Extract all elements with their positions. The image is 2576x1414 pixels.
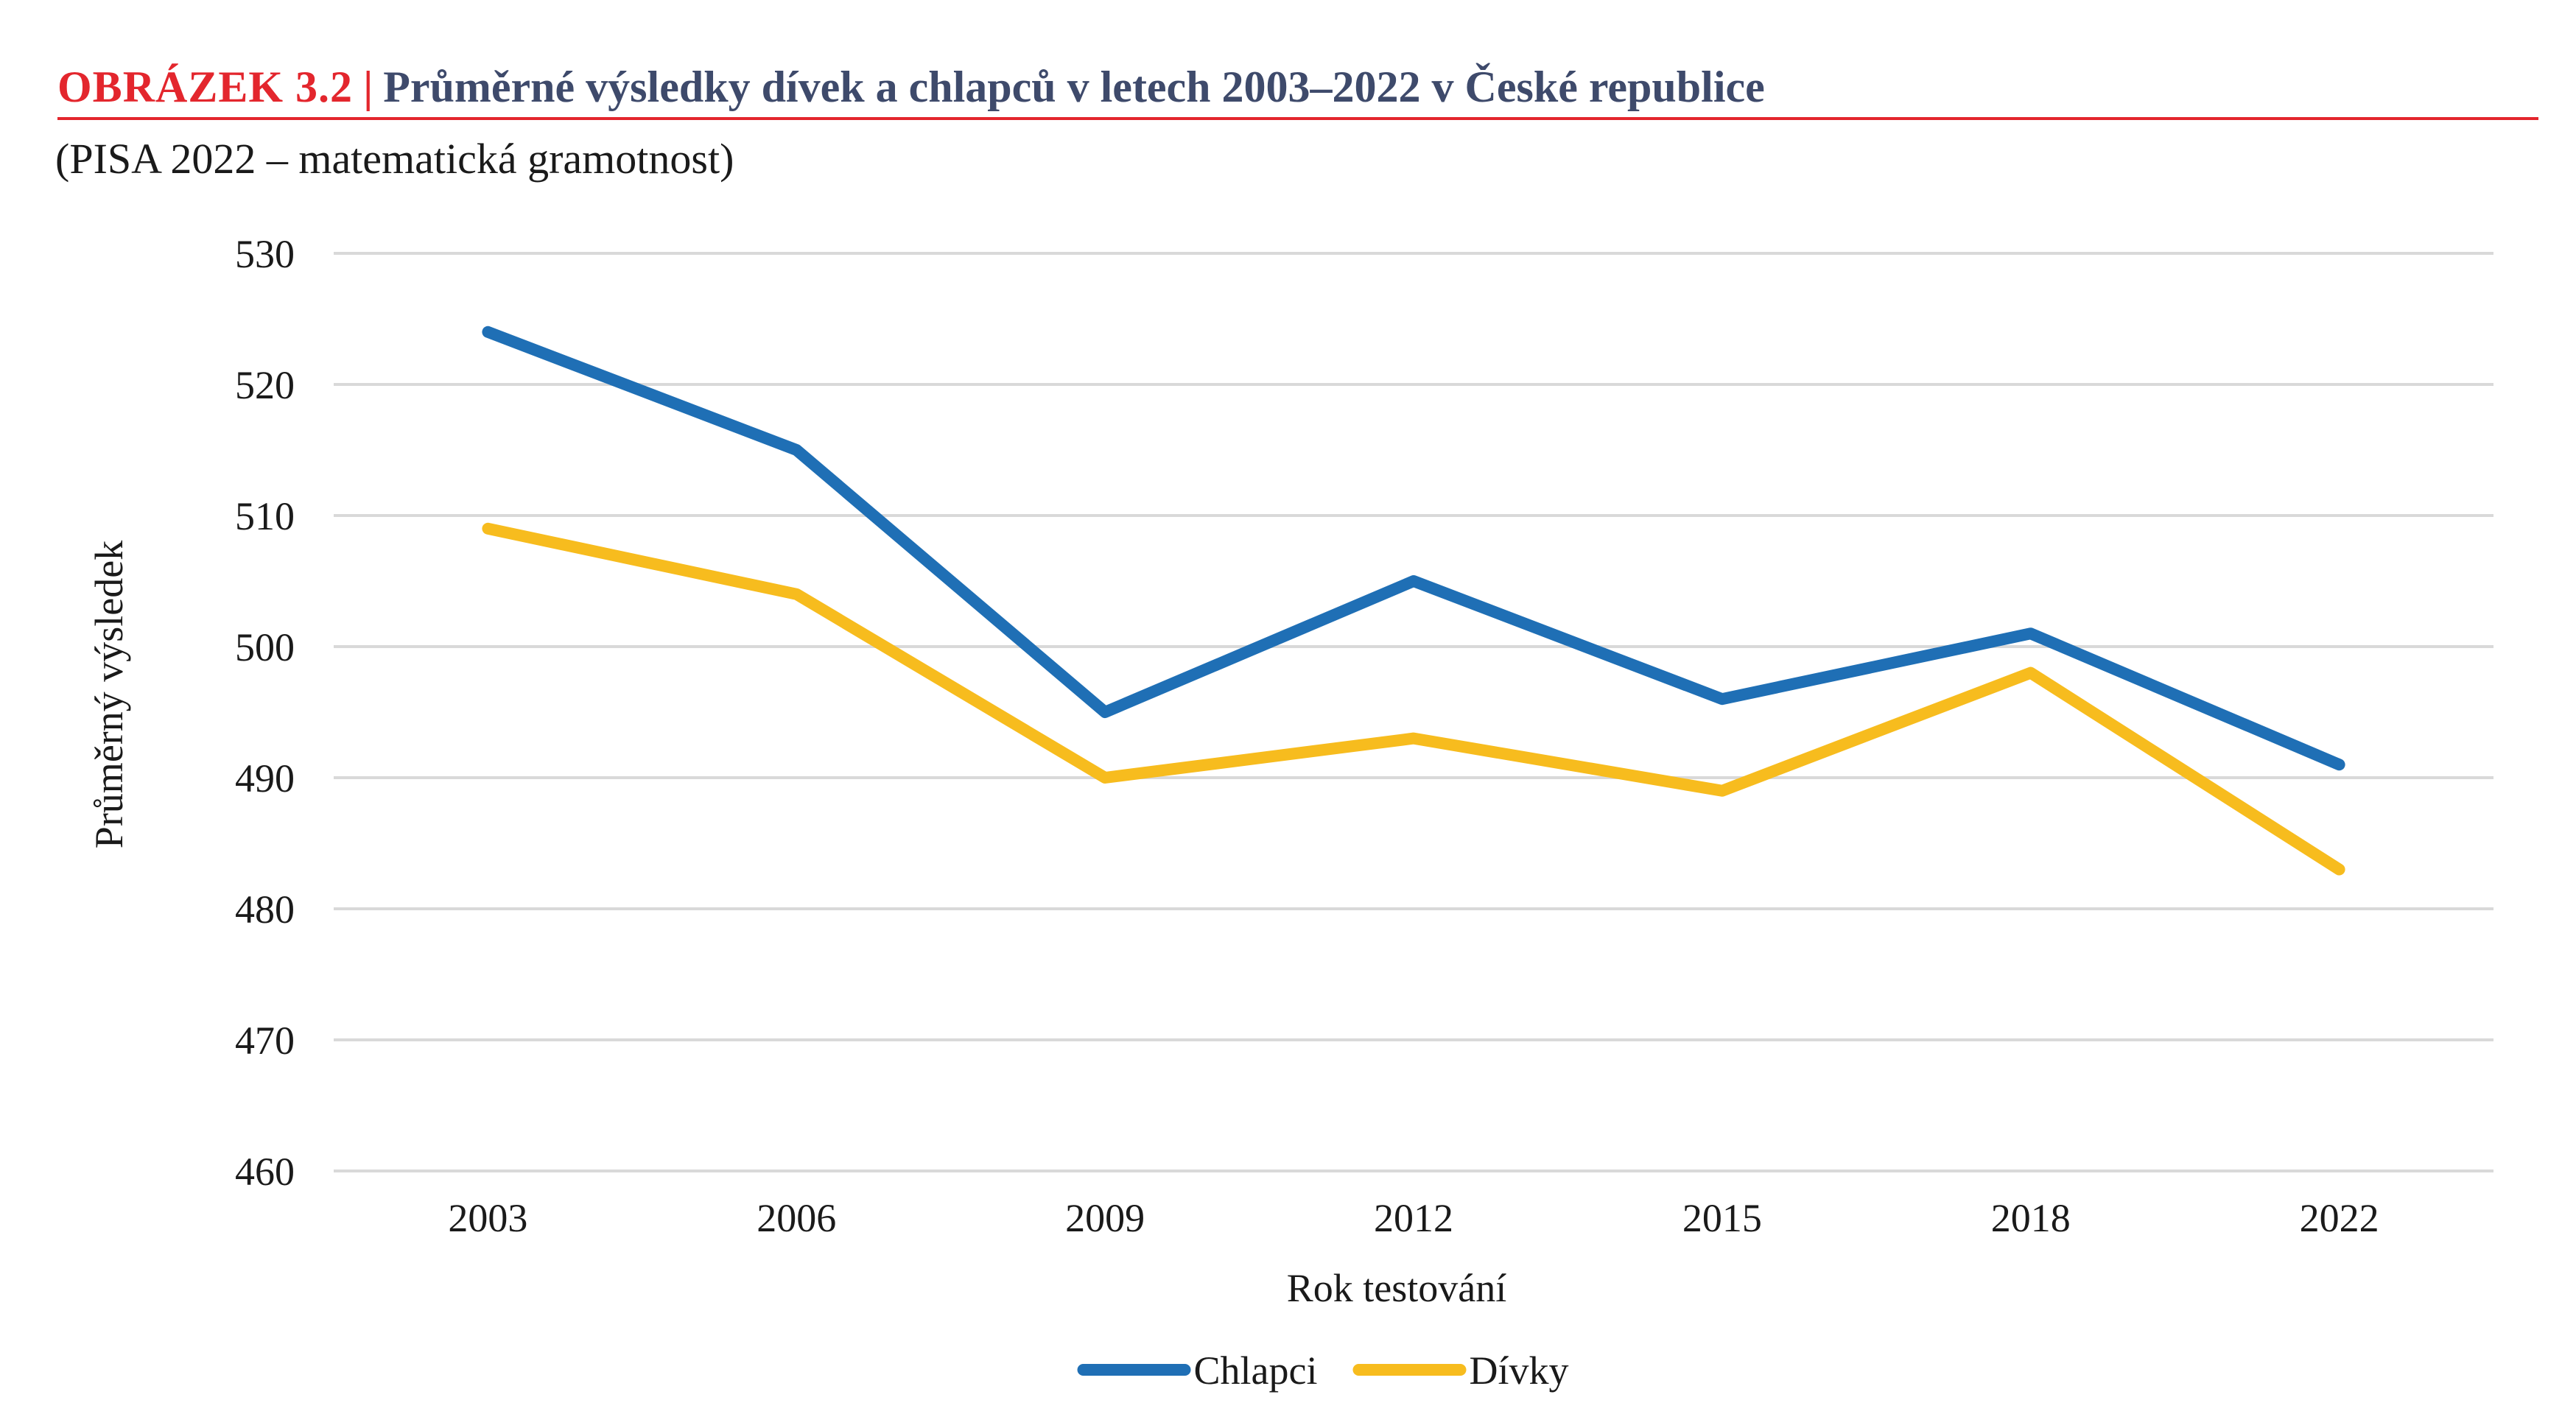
x-tick-label: 2003 xyxy=(448,1196,527,1240)
x-tick-label: 2018 xyxy=(1991,1196,2071,1240)
figure-separator: | xyxy=(363,63,373,111)
legend-item: Chlapci xyxy=(1077,1348,1318,1393)
x-tick-label: 2009 xyxy=(1065,1196,1145,1240)
legend-label: Dívky xyxy=(1469,1348,1568,1393)
legend: Chlapci Dívky xyxy=(1077,1348,1568,1393)
y-tick-label: 490 xyxy=(235,756,295,801)
x-tick-label: 2022 xyxy=(2300,1196,2379,1240)
gridlines xyxy=(334,252,2493,1172)
figure-label: OBRÁZEK 3.2 xyxy=(57,63,354,111)
y-tick-label: 520 xyxy=(235,363,295,407)
series-line-1 xyxy=(482,522,2345,876)
x-axis-title: Rok testování xyxy=(1287,1266,1506,1310)
y-tick-label: 460 xyxy=(235,1150,295,1194)
y-tick-label: 500 xyxy=(235,625,295,669)
y-tick-label: 510 xyxy=(235,494,295,538)
figure-title-line: OBRÁZEK 3.2 | Průměrné výsledky dívek a ch… xyxy=(57,57,1765,116)
y-axis-ticks: 460 470 480 490 500 510 520 530 xyxy=(235,232,295,1194)
x-tick-label: 2006 xyxy=(757,1196,836,1240)
y-tick-label: 470 xyxy=(235,1019,295,1063)
y-axis-title: Průměrný výsledek xyxy=(87,541,131,848)
x-tick-label: 2012 xyxy=(1374,1196,1453,1240)
title-divider xyxy=(57,117,2538,120)
figure-subtitle: (PISA 2022 – matematická gramotnost) xyxy=(55,135,734,183)
figure-title: Průměrné výsledky dívek a chlapců v lete… xyxy=(383,63,1765,111)
legend-item: Dívky xyxy=(1352,1348,1568,1393)
legend-label: Chlapci xyxy=(1194,1348,1318,1393)
y-tick-label: 480 xyxy=(235,887,295,932)
series-line-0 xyxy=(482,326,2345,771)
y-tick-label: 530 xyxy=(235,232,295,276)
x-axis-ticks: 2003 2006 2009 2012 2015 2018 2022 xyxy=(448,1196,2379,1240)
series-lines xyxy=(482,326,2345,876)
x-tick-label: 2015 xyxy=(1682,1196,1762,1240)
